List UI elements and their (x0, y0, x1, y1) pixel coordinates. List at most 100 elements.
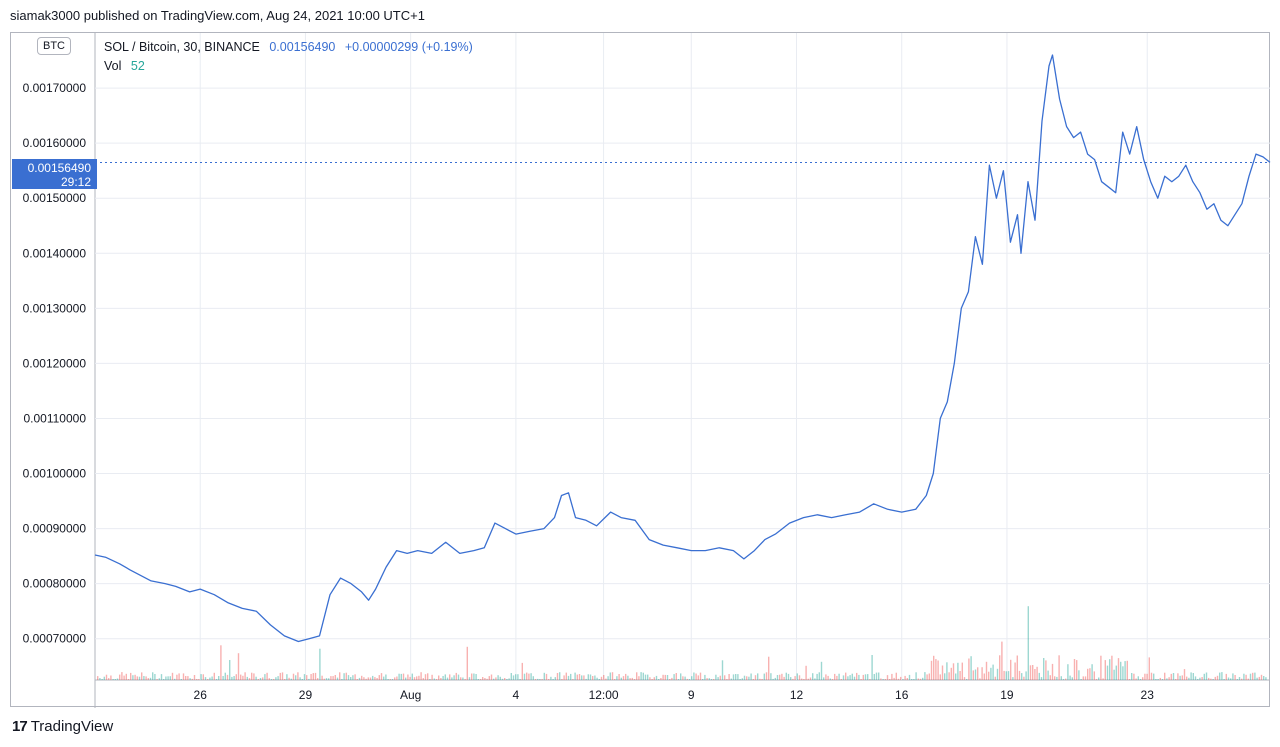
volume-bar (1084, 676, 1087, 680)
volume-bar (944, 673, 946, 680)
volume-bar (198, 679, 200, 680)
volume-bar (724, 675, 726, 680)
volume-bar (1001, 641, 1003, 680)
volume-bar (301, 679, 303, 680)
volume-bar (1089, 668, 1091, 680)
volume-bar (387, 679, 389, 680)
volume-bar (136, 676, 138, 680)
volume-bar (389, 679, 391, 680)
volume-bar (1219, 672, 1221, 680)
last-price: 0.00156490 (269, 40, 336, 54)
volume-bar (814, 678, 816, 680)
volume-bar (473, 673, 475, 680)
volume-bar (941, 665, 944, 680)
volume-bar (176, 674, 178, 680)
volume-bar (1249, 673, 1252, 680)
volume-bar (303, 674, 306, 680)
volume-bar (255, 676, 257, 680)
volume-bar (1095, 679, 1098, 680)
volume-bar (246, 676, 248, 680)
volume-bar (853, 676, 856, 680)
volume-bar (1263, 676, 1265, 680)
volume-bar (325, 678, 328, 680)
volume-bar (515, 674, 517, 680)
volume-bar (147, 678, 149, 680)
volume-bar (345, 672, 347, 680)
volume-bar (1175, 679, 1177, 680)
volume-bar (231, 676, 233, 680)
volume-bar (471, 673, 473, 680)
volume-bar (864, 674, 867, 680)
volume-bar (380, 673, 383, 680)
volume-bar (1161, 679, 1164, 680)
volume-bar (629, 678, 631, 680)
volume-bar (1069, 675, 1071, 680)
volume-bar (1087, 668, 1089, 680)
volume-bar (372, 675, 374, 680)
volume-bar (438, 675, 440, 680)
volume-bar (152, 672, 154, 680)
volume-bar (812, 673, 814, 680)
symbol-label[interactable]: SOL / Bitcoin, 30, BINANCE (104, 40, 260, 54)
volume-bar (589, 674, 592, 680)
y-tick-label: 0.00170000 (23, 81, 87, 95)
volume-bar (737, 674, 739, 680)
volume-bar (902, 679, 904, 680)
volume-bar (732, 674, 735, 680)
volume-bar (1137, 676, 1139, 680)
volume-bar (1241, 678, 1243, 680)
volume-bar (823, 677, 825, 680)
volume-bar (719, 675, 721, 680)
volume-bar (418, 675, 420, 680)
volume-bar (779, 674, 781, 680)
volume-bar (248, 678, 251, 680)
x-tick-label: 12:00 (589, 688, 619, 702)
volume-bar (323, 678, 325, 680)
volume-bar (587, 674, 589, 680)
volume-bar (548, 679, 550, 680)
volume-bar (1078, 670, 1080, 680)
volume-bar (662, 674, 664, 680)
volume-bar (622, 676, 625, 680)
volume-bar (581, 675, 583, 680)
volume-bar (127, 679, 130, 680)
volume-bar (154, 674, 156, 680)
volume-bar (506, 679, 508, 680)
volume-bar (299, 677, 301, 680)
volume-bar (616, 676, 618, 680)
volume-bar (99, 678, 101, 680)
volume-bar (103, 676, 105, 680)
volume-bar (972, 670, 974, 680)
volume-bar (603, 675, 605, 680)
volume-bar (446, 677, 449, 680)
y-tick-label: 0.00110000 (23, 411, 86, 425)
volume-bar (416, 676, 418, 680)
x-tick-label: 4 (513, 688, 520, 702)
volume-bar (873, 674, 875, 680)
volume-bar (717, 677, 719, 680)
volume-bar (479, 679, 482, 680)
volume-bar (893, 677, 895, 680)
volume-bar (966, 679, 968, 680)
volume-bar (858, 674, 860, 680)
currency-badge[interactable]: BTC (37, 37, 71, 55)
volume-bar (1243, 673, 1245, 680)
volume-bar (1186, 676, 1188, 680)
volume-bar (871, 655, 873, 680)
volume-bar (273, 679, 275, 680)
volume-bar (341, 679, 343, 680)
volume-bar (462, 677, 464, 680)
volume-bar (554, 677, 556, 680)
volume-bar (651, 679, 653, 680)
brand[interactable]: 17 TradingView (12, 718, 113, 735)
volume-bar (908, 674, 911, 680)
volume-bar (376, 678, 378, 680)
volume-label[interactable]: Vol (104, 59, 122, 73)
volume-bar (290, 678, 292, 680)
volume-bar (466, 646, 468, 680)
volume-bar (726, 679, 728, 680)
volume-bar (1113, 669, 1115, 680)
volume-bar (1021, 673, 1023, 680)
volume-bar (1238, 677, 1241, 680)
